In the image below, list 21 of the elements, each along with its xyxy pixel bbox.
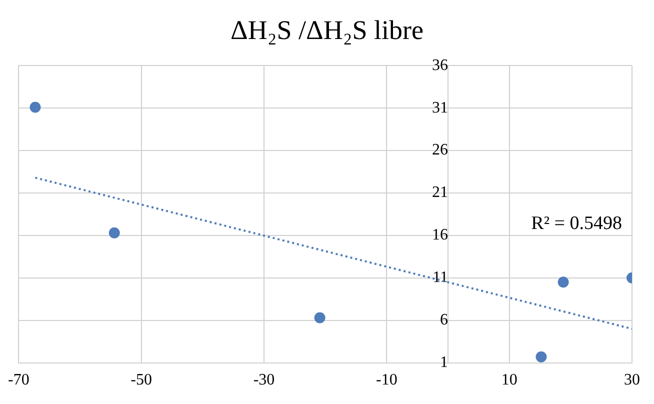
x-tick-label: -10 (376, 372, 398, 389)
y-tick-label: 21 (432, 184, 448, 202)
annotation: R² = 0.5498 (531, 213, 622, 234)
point (108, 227, 120, 238)
x-tick-label: 30 (624, 372, 640, 389)
x-tick-label: 10 (501, 372, 518, 389)
y-tick-label: 31 (432, 99, 448, 116)
point (30, 102, 41, 113)
y-tick-label: 16 (432, 226, 448, 244)
point (314, 312, 326, 324)
x-tick-label: -30 (253, 372, 275, 389)
x-tick-label: -70 (8, 372, 30, 389)
point (536, 351, 547, 362)
y-tick-label: 11 (432, 269, 448, 286)
y-tick-label: 6 (440, 312, 448, 329)
y-tick-label: 26 (432, 142, 448, 159)
x-tick-label: -50 (130, 372, 152, 389)
y-tick-label: 1 (440, 354, 448, 372)
point (558, 276, 569, 288)
chart-title: ΔH₂S /ΔH₂S libre (229, 14, 425, 47)
y-tick-label: 36 (432, 56, 448, 74)
